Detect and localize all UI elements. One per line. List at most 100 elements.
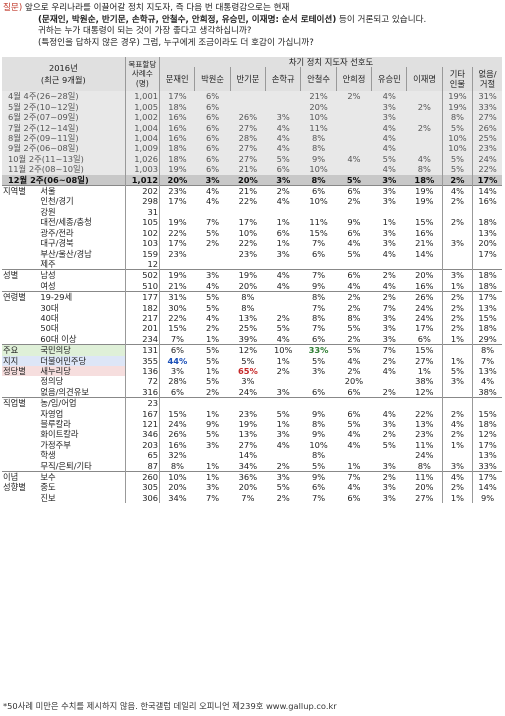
value-cell: 31%	[159, 291, 195, 303]
value-cell: 4%	[382, 365, 396, 376]
row-label: 대구/경북	[40, 238, 74, 249]
value-cell: 17%	[472, 174, 502, 186]
value-cell	[406, 112, 443, 123]
row-label: 정의당	[40, 376, 64, 387]
value-cell: 5%	[347, 323, 361, 334]
table-row: 지역별 서울 202 23% 4% 21% 2% 6% 6% 3% 19% 4% 14%	[2, 185, 502, 197]
table-row: 광주/전라 102 22% 5% 10% 6% 15% 6% 3% 16% 13%	[2, 227, 502, 239]
value-cell: 20%	[300, 101, 337, 113]
row-label: 농/임/어업	[39, 397, 126, 409]
value-cell: 10%	[441, 133, 473, 144]
value-cell: 5%	[441, 153, 473, 165]
row-label: 가정주부	[40, 439, 71, 450]
value-cell: 22%	[472, 164, 502, 175]
value-cell: 5%	[441, 164, 473, 175]
value-cell: 2%	[441, 174, 473, 186]
group-label	[2, 228, 39, 238]
value-cell	[441, 344, 473, 356]
value-cell	[472, 258, 502, 270]
value-cell: 15%	[415, 217, 434, 228]
sample-count: 316	[124, 386, 160, 398]
row-label: 여성	[40, 280, 56, 291]
value-cell	[230, 101, 266, 113]
value-cell	[266, 450, 301, 460]
value-cell: 18%	[472, 280, 502, 292]
value-cell: 4%	[347, 280, 361, 291]
value-cell: 5%	[347, 419, 361, 429]
value-cell: 39%	[238, 333, 258, 344]
value-cell: 5%	[311, 460, 326, 471]
sample-count: 217	[124, 312, 160, 324]
value-cell: 19%	[441, 101, 473, 113]
value-cell: 3%	[205, 439, 220, 450]
table-row: 30대 182 30% 5% 8% 7% 2% 7% 24% 2% 13%	[2, 302, 502, 313]
table-row: 7월 2주(12~14일) 1,004 16% 6% 27% 4% 11% 4% 2% 5% 26%	[2, 122, 502, 134]
sample-count: 355	[124, 355, 160, 366]
value-cell: 16%	[415, 227, 434, 238]
table-row: 직업별 농/임/어업 23	[2, 397, 502, 409]
value-cell: 15%	[406, 344, 443, 356]
value-cell: 8%	[347, 312, 361, 323]
value-cell: 6%	[159, 386, 195, 398]
value-cell: 6%	[347, 386, 361, 397]
value-cell: 26%	[406, 291, 443, 303]
value-cell: 21%	[300, 91, 337, 102]
value-cell: 11%	[415, 439, 434, 450]
sample-count: 305	[124, 482, 160, 493]
sample-count: 121	[124, 419, 160, 430]
value-cell: 8%	[300, 133, 337, 144]
value-cell: 2%	[441, 408, 473, 419]
candidate-header: 이재명	[406, 67, 443, 92]
value-cell: 2%	[347, 196, 361, 207]
value-cell: 4%	[347, 238, 361, 249]
sample-count: 23	[124, 397, 160, 409]
table-row: 8월 2주(09~11일) 1,004 16% 6% 28% 4% 8% 4% 10% 25%	[2, 133, 502, 144]
sample-count: 306	[124, 492, 160, 504]
value-cell: 2%	[441, 312, 473, 324]
value-cell	[301, 376, 336, 386]
sample-count: 510	[124, 280, 160, 292]
candidate-header: 문재인	[159, 67, 195, 92]
value-cell	[336, 259, 371, 270]
group-label	[2, 376, 39, 386]
value-cell: 9%	[311, 408, 326, 419]
value-cell: 2%	[371, 471, 407, 483]
value-cell	[406, 143, 443, 154]
sample-count: 1,005	[124, 101, 160, 113]
value-cell	[195, 207, 230, 217]
value-cell: 21%	[230, 185, 266, 197]
value-cell: 27%	[230, 143, 266, 154]
sample-header: 목표할당 사례수 (명)	[124, 57, 160, 92]
value-cell: 6%	[347, 227, 361, 238]
sample-count: 65	[124, 450, 160, 461]
row-label: 인천/경기	[40, 196, 74, 207]
footnote: *50사례 미만은 수치를 제시하지 않음. 한국갤럽 데일리 오피니언 제23…	[3, 701, 337, 711]
value-cell: 4%	[371, 91, 407, 102]
value-cell: 4%	[347, 482, 361, 493]
value-cell	[336, 122, 372, 134]
row-label: 자영업	[40, 408, 64, 419]
value-cell: 27%	[230, 122, 266, 134]
value-cell: 1%	[441, 355, 473, 366]
value-cell: 13%	[238, 312, 258, 323]
value-cell: 6%	[417, 333, 431, 344]
table-row: 블루칼라 121 24% 9% 19% 1% 8% 5% 3% 13% 4% 18%	[2, 419, 502, 430]
value-cell	[159, 206, 195, 218]
row-label: 대전/세종/충청	[40, 217, 92, 228]
value-cell: 2%	[441, 217, 473, 228]
value-cell: 24%	[238, 386, 258, 397]
value-cell: 23%	[238, 248, 258, 259]
value-cell: 18%	[472, 269, 502, 281]
table-row: 대전/세종/충청 105 19% 7% 17% 1% 11% 9% 1% 15% 2% 18%	[2, 217, 502, 228]
value-cell: 6%	[265, 164, 301, 175]
value-cell: 1%	[276, 238, 290, 249]
value-cell: 7%	[371, 344, 407, 356]
table-row: 60대 이상 234 7% 1% 39% 4% 6% 2% 3% 6% 1% 29%	[2, 333, 502, 345]
value-cell: 2%	[347, 333, 361, 344]
value-cell: 33%	[472, 101, 502, 113]
question-line-1: 앞으로 우리나라를 이끌어갈 정치 지도자, 즉 다음 번 대통령감으로는 현재	[24, 3, 290, 13]
group-label	[2, 249, 39, 259]
value-cell: 5%	[205, 302, 220, 313]
value-cell: 5%	[276, 323, 290, 334]
